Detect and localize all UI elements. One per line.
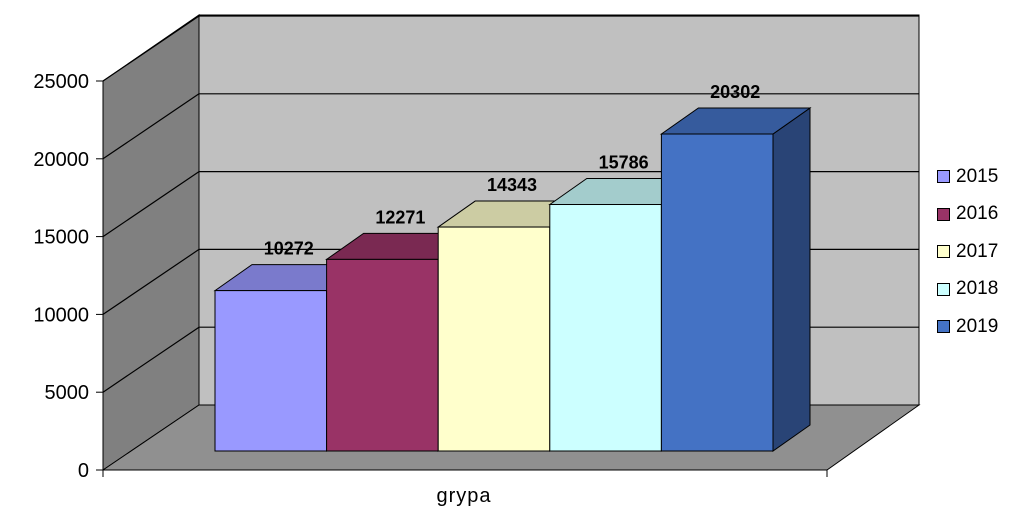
y-tick-label: 10000 xyxy=(33,304,89,326)
legend-item: 2019 xyxy=(937,308,1009,346)
gridline-side xyxy=(102,171,200,238)
y-tick-label: 15000 xyxy=(33,227,89,249)
legend-label: 2018 xyxy=(956,278,999,300)
data-label: 15786 xyxy=(599,153,649,173)
bar-front xyxy=(437,226,551,452)
y-axis: 0 5000 10000 15000 20000 25000 xyxy=(33,71,828,482)
bar-front xyxy=(326,258,439,452)
legend-swatch xyxy=(937,170,950,184)
data-label: 14343 xyxy=(487,175,537,195)
y-tick-label: 25000 xyxy=(33,71,89,93)
legend-item: 2015 xyxy=(937,158,1009,196)
y-tick-label: 5000 xyxy=(45,382,90,404)
chart-side-wall xyxy=(102,14,200,471)
gridline-side xyxy=(102,93,200,160)
legend-swatch xyxy=(937,320,950,334)
y-tick-label: 0 xyxy=(78,460,89,482)
legend-item: 2018 xyxy=(937,271,1009,309)
data-label: 20302 xyxy=(710,82,760,102)
y-tick-label: 20000 xyxy=(33,149,89,171)
legend-swatch xyxy=(937,282,950,296)
legend-label: 2019 xyxy=(956,315,999,337)
legend-item: 2017 xyxy=(937,233,1009,271)
gridline-side xyxy=(102,326,200,393)
data-labels: 10272 12271 14343 15786 20302 xyxy=(264,82,760,259)
bar-side xyxy=(772,107,811,452)
legend-swatch xyxy=(937,245,950,259)
chart-bars xyxy=(213,107,812,452)
x-category-label: grypa xyxy=(436,485,491,507)
bar-2019 xyxy=(659,107,812,452)
legend-label: 2016 xyxy=(956,203,999,225)
gridline-side xyxy=(102,15,200,82)
gridline-side xyxy=(102,248,200,315)
data-label: 10272 xyxy=(264,239,314,259)
legend: 2015 2016 2017 2018 2019 xyxy=(937,158,1009,346)
bar-front xyxy=(214,290,328,452)
legend-label: 2015 xyxy=(956,165,999,187)
legend-item: 2016 xyxy=(937,196,1009,234)
bar-front xyxy=(549,204,662,452)
legend-swatch xyxy=(937,207,950,221)
data-label: 12271 xyxy=(375,207,425,227)
bar-front xyxy=(660,133,774,452)
legend-label: 2017 xyxy=(956,240,999,262)
